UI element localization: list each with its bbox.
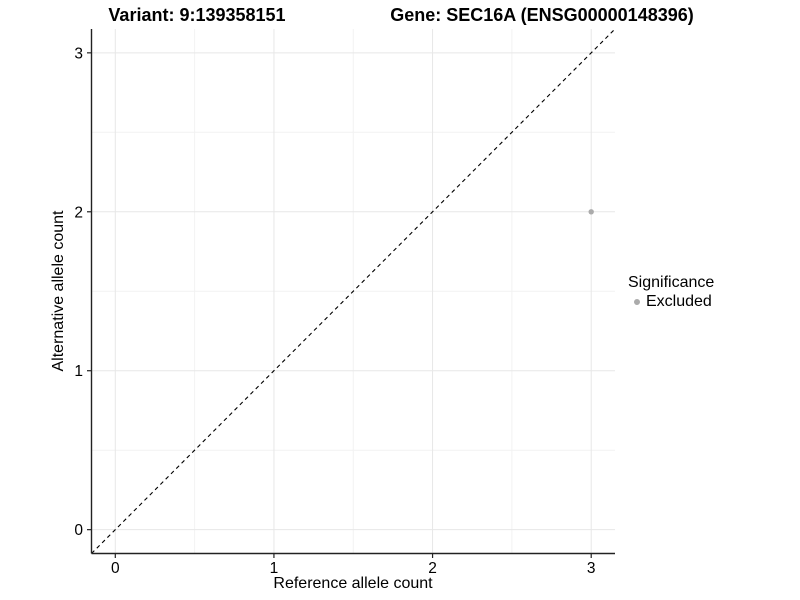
plot-title-gene: Gene: SEC16A (ENSG00000148396) xyxy=(390,5,694,25)
legend-title: Significance xyxy=(628,274,715,291)
y-tick-label: 0 xyxy=(74,522,83,539)
excluded-point-icon xyxy=(634,298,640,305)
x-tick-label: 1 xyxy=(270,560,279,577)
legend-item-excluded: Excluded xyxy=(628,292,714,311)
x-axis-label: Reference allele count xyxy=(273,575,433,592)
gridlines-minor xyxy=(91,29,615,554)
plot-title-variant: Variant: 9:139358151 xyxy=(108,5,286,25)
y-tick-label: 2 xyxy=(74,204,83,221)
y-tick-labels: 0 1 2 3 xyxy=(74,45,83,539)
x-tick-label: 2 xyxy=(428,560,437,577)
x-tick-label: 3 xyxy=(587,560,596,577)
axis-lines xyxy=(90,29,615,555)
points-layer xyxy=(588,209,594,215)
x-tick-label: 0 xyxy=(111,560,120,577)
data-point xyxy=(588,209,594,215)
y-tick-label: 3 xyxy=(74,45,83,62)
identity-line xyxy=(91,28,616,554)
identity-reference-line xyxy=(91,28,616,554)
y-axis-label: Alternative allele count xyxy=(50,210,67,372)
legend: Significance Excluded xyxy=(628,273,714,311)
tick-marks xyxy=(87,52,592,558)
y-tick-label: 1 xyxy=(74,363,83,380)
legend-item-label: Excluded xyxy=(646,293,712,310)
gridlines-major xyxy=(91,29,615,554)
x-tick-labels: 0 1 2 3 xyxy=(111,560,596,577)
